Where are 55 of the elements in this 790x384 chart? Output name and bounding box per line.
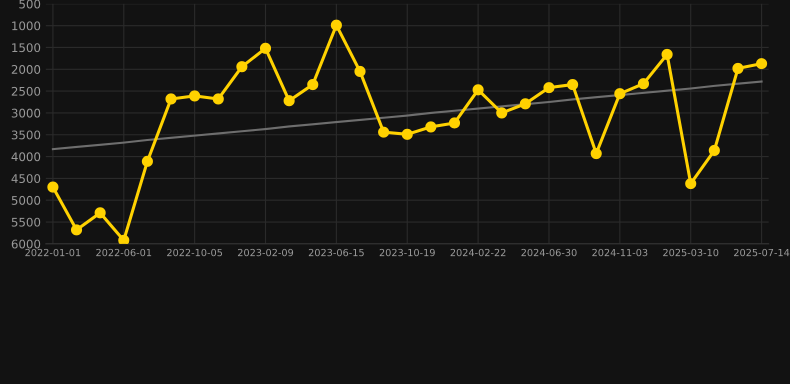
point [378, 126, 390, 138]
point [402, 128, 413, 140]
point [212, 93, 224, 105]
y-tick-label: 1000 [12, 21, 40, 30]
point [118, 234, 130, 244]
point [638, 78, 650, 90]
x-tick-label: 2022-01-01 [25, 248, 80, 256]
point [94, 207, 106, 218]
point [354, 66, 366, 78]
x-tick-label: 2024-11-03 [592, 248, 648, 256]
x-tick-label: 2023-06-15 [308, 248, 364, 256]
y-tick-label: 4000 [11, 152, 40, 162]
y-tick-label: 3000 [12, 108, 40, 118]
x-tick-label: 2023-02-09 [238, 248, 294, 256]
x-tick-label: 2022-10-05 [167, 248, 222, 256]
point [448, 117, 460, 129]
point [165, 93, 177, 105]
x-tick-label: 2025-07-14 [734, 248, 790, 256]
point [543, 82, 555, 94]
point [614, 88, 626, 100]
point [662, 48, 673, 60]
point [732, 62, 744, 74]
point [236, 61, 248, 72]
y-tick-label: 3500 [12, 130, 40, 140]
y-tick-label: 2000 [12, 65, 40, 74]
point [496, 107, 508, 118]
point [47, 182, 58, 193]
x-tick-label: 2024-02-22 [450, 248, 506, 256]
point [284, 95, 295, 106]
point [756, 58, 768, 70]
point [472, 84, 484, 96]
point [70, 224, 82, 236]
x-tick-label: 2022-06-01 [96, 248, 152, 256]
y-tick-label: 6000 [12, 240, 40, 248]
line-series [52, 80, 763, 150]
point [425, 121, 436, 132]
point [520, 98, 531, 110]
point [590, 148, 602, 160]
point [142, 156, 153, 167]
point [685, 178, 696, 190]
y-tick-label: 1500 [12, 43, 40, 52]
y-tick-label: 5500 [12, 218, 40, 227]
y-tick-label: 500 [19, 0, 40, 8]
point [189, 90, 200, 102]
point [708, 144, 720, 156]
point [567, 79, 578, 90]
point [307, 79, 318, 90]
point [260, 42, 272, 54]
x-tick-label: 2024-06-30 [521, 248, 577, 256]
x-tick-label: 2025-03-10 [663, 248, 718, 256]
x-tick-label: 2023-10-19 [380, 248, 435, 256]
point [330, 20, 342, 31]
y-tick-label: 5000 [12, 196, 40, 205]
y-tick-label: 4500 [11, 174, 40, 184]
y-tick-label: 2500 [12, 86, 40, 96]
